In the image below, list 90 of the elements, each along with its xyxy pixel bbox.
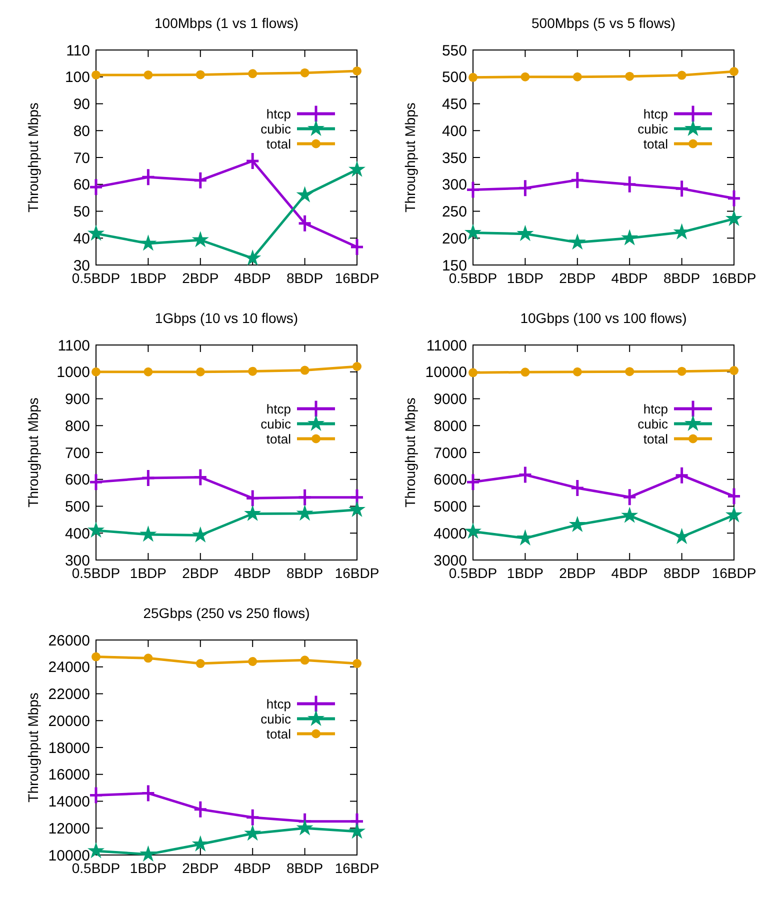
- x-tick-label: 4BDP: [234, 270, 271, 286]
- y-tick-label: 20000: [48, 712, 90, 730]
- x-tick-label: 4BDP: [611, 270, 648, 286]
- x-tick-label: 8BDP: [664, 565, 700, 581]
- legend-label: cubic: [260, 711, 292, 726]
- x-tick-label: 1BDP: [130, 270, 166, 286]
- x-tick-label: 2BDP: [559, 270, 596, 286]
- x-tick-label: 1BDP: [506, 270, 544, 286]
- y-tick-label: 500: [64, 498, 90, 516]
- y-tick-label: 22000: [48, 686, 90, 703]
- chart-title: 500Mbps (5 vs 5 flows): [532, 15, 676, 31]
- legend-label: htcp: [266, 401, 291, 416]
- y-tick-label: 700: [64, 444, 90, 462]
- y-tick-label: 800: [64, 418, 90, 435]
- y-tick-label: 90: [73, 96, 90, 113]
- x-tick-label: 8BDP: [286, 565, 324, 581]
- y-tick-label: 1100: [58, 337, 90, 354]
- y-tick-label: 4000: [434, 525, 467, 542]
- legend-label: cubic: [260, 121, 292, 136]
- x-tick-label: 8BDP: [286, 860, 324, 876]
- y-tick-label: 7000: [434, 444, 467, 462]
- x-tick-label: 2BDP: [182, 565, 219, 581]
- legend-label: htcp: [643, 401, 668, 416]
- y-axis-title: Throughput Mbps: [25, 398, 41, 508]
- x-tick-label: 8BDP: [664, 270, 700, 286]
- y-tick-label: 500: [442, 69, 467, 86]
- y-tick-label: 250: [442, 204, 467, 220]
- legend-label: htcp: [266, 106, 291, 122]
- y-tick-label: 24000: [48, 659, 90, 676]
- y-tick-label: 5000: [434, 498, 467, 516]
- legend-label: cubic: [260, 416, 292, 432]
- y-tick-label: 350: [442, 150, 467, 167]
- y-tick-label: 110: [66, 42, 90, 60]
- legend-label: htcp: [643, 106, 668, 122]
- chart-title: 1Gbps (10 vs 10 flows): [154, 310, 298, 326]
- x-tick-label: 4BDP: [611, 565, 648, 581]
- x-tick-label: 4BDP: [234, 860, 271, 876]
- y-tick-label: 26000: [48, 632, 90, 650]
- x-tick-label: 16BDP: [334, 270, 380, 286]
- legend-label: total: [266, 431, 292, 446]
- y-tick-label: 6000: [434, 472, 467, 489]
- legend-label: total: [266, 726, 292, 742]
- x-tick-label: 16BDP: [334, 565, 380, 581]
- y-tick-label: 9000: [434, 391, 467, 408]
- y-tick-label: 70: [73, 150, 90, 167]
- x-tick-label: 1BDP: [506, 565, 544, 581]
- y-tick-label: 10000: [425, 364, 467, 382]
- legend-label: total: [643, 136, 668, 152]
- y-tick-label: 50: [73, 204, 90, 220]
- y-tick-label: 18000: [48, 740, 90, 757]
- x-tick-label: 2BDP: [182, 860, 219, 876]
- legend-label: total: [266, 136, 292, 152]
- y-tick-label: 100: [64, 69, 90, 86]
- chart-title: 100Mbps (1 vs 1 flows): [154, 15, 298, 31]
- y-tick-label: 14000: [48, 794, 90, 810]
- chart-title: 10Gbps (100 vs 100 flows): [520, 310, 687, 326]
- y-tick-label: 40: [73, 230, 90, 248]
- y-axis-title: Throughput Mbps: [402, 102, 418, 212]
- y-tick-label: 900: [64, 391, 90, 408]
- y-tick-label: 8000: [434, 418, 467, 435]
- y-tick-label: 80: [73, 122, 90, 140]
- legend-label: total: [643, 431, 668, 446]
- y-tick-label: 12000: [48, 820, 90, 838]
- x-tick-label: 8BDP: [286, 270, 324, 286]
- legend-label: htcp: [266, 696, 291, 712]
- y-tick-label: 400: [442, 122, 467, 140]
- x-tick-label: 2BDP: [559, 565, 596, 581]
- y-tick-label: 1000: [56, 364, 90, 382]
- y-axis-title: Throughput Mbps: [25, 102, 41, 212]
- x-tick-label: 1BDP: [130, 565, 166, 581]
- y-tick-label: 550: [442, 42, 467, 60]
- x-tick-label: 4BDP: [234, 565, 271, 581]
- x-tick-label: 2BDP: [182, 270, 219, 286]
- x-tick-label: 16BDP: [712, 270, 756, 286]
- y-axis-title: Throughput Mbps: [402, 398, 418, 508]
- x-tick-label: 16BDP: [334, 860, 380, 876]
- y-tick-label: 16000: [48, 766, 90, 784]
- y-tick-label: 300: [442, 176, 467, 194]
- legend-label: cubic: [638, 121, 668, 136]
- x-tick-label: 1BDP: [130, 860, 166, 876]
- y-axis-title: Throughput Mbps: [25, 692, 41, 802]
- y-tick-label: 400: [64, 525, 90, 542]
- y-tick-label: 11000: [426, 337, 467, 354]
- chart-title: 25Gbps (250 vs 250 flows): [143, 605, 310, 621]
- legend-label: cubic: [638, 416, 668, 432]
- y-tick-label: 200: [442, 230, 467, 248]
- y-tick-label: 600: [64, 472, 90, 489]
- x-tick-label: 16BDP: [712, 565, 756, 581]
- y-tick-label: 450: [442, 96, 467, 113]
- y-tick-label: 60: [73, 176, 90, 194]
